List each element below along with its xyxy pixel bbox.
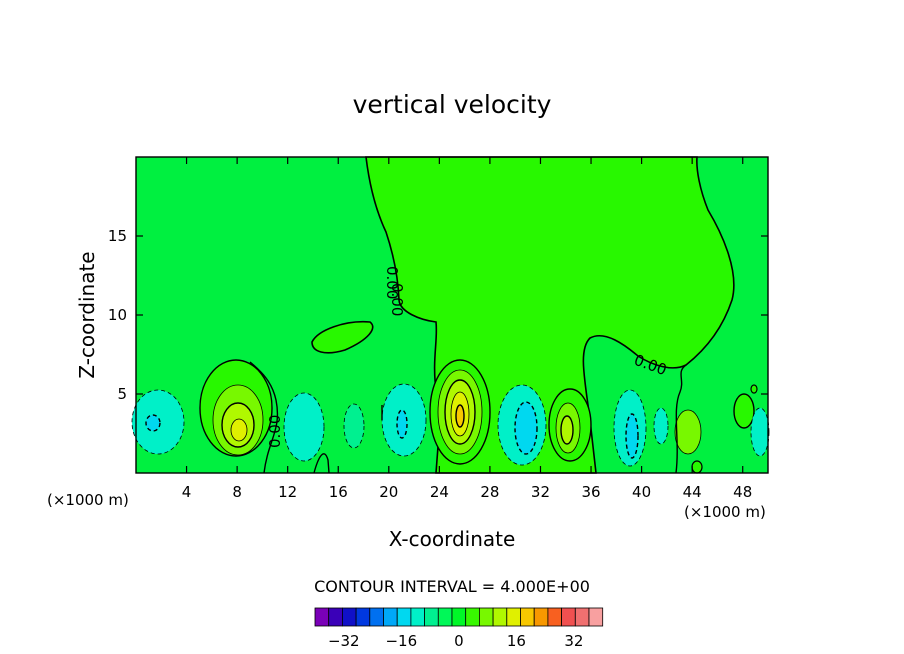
contour-label-1: 0.00 [383, 266, 401, 299]
colorbar-swatch [574, 607, 590, 627]
x-tick-label: 32 [531, 483, 550, 501]
x-tick-label: 40 [632, 483, 651, 501]
colorbar-swatch [341, 607, 357, 627]
updraft-cell-25km [429, 359, 491, 465]
colorbar-swatch [465, 607, 480, 627]
updraft-cell-8km [199, 359, 273, 457]
colorbar-swatch [492, 607, 508, 627]
contour-interval-text: CONTOUR INTERVAL = 4.000E+00 [314, 577, 590, 596]
x-axis-ticks: 4 8 12 16 20 24 28 32 36 40 44 48 [182, 157, 752, 501]
y-tick-label: 10 [108, 306, 127, 324]
colorbar-swatch [520, 607, 535, 627]
colorbar-swatch [547, 607, 563, 627]
colorbar [314, 607, 604, 627]
x-tick-label: 16 [329, 483, 348, 501]
x-tick-label: 12 [278, 483, 297, 501]
contour-label-2: 0.00 [388, 283, 406, 316]
small-positive-lobe [311, 320, 374, 354]
x-tick-label: 36 [581, 483, 600, 501]
updraft-cell-34km [548, 388, 592, 462]
colorbar-tick-label: −32 [328, 632, 360, 650]
x-tick-label: 44 [683, 483, 702, 501]
colorbar-tick-labels: −32 −16 0 16 32 [328, 632, 584, 650]
zero-contours [249, 361, 687, 474]
plot-area: 0.00 0.00 0.00 0.00 [131, 156, 770, 474]
colorbar-tick-label: 16 [507, 632, 526, 650]
colorbar-swatch [383, 607, 398, 627]
downdraft-cell-49km [750, 407, 770, 457]
downdraft-cell-41km [653, 407, 669, 445]
downdraft-cell-13km [283, 392, 325, 462]
x-axis-label: X-coordinate [389, 527, 516, 551]
x-tick-label: 24 [430, 483, 449, 501]
x-unit-right: (×1000 m) [684, 503, 766, 521]
x-tick-label: 4 [182, 483, 192, 501]
x-tick-label: 8 [232, 483, 242, 501]
chart-title: vertical velocity [353, 90, 552, 119]
colorbar-swatch [561, 607, 576, 627]
colorbar-swatch [424, 607, 439, 627]
y-tick-label: 15 [108, 227, 127, 245]
colorbar-swatch [328, 607, 343, 627]
y-axis-label: Z-coordinate [75, 251, 99, 378]
y-tick-label: 5 [117, 385, 127, 403]
downdraft-cell-20km [381, 383, 427, 457]
x-tick-label: 20 [379, 483, 398, 501]
colorbar-tick-label: −16 [385, 632, 417, 650]
x-unit-left: (×1000 m) [47, 491, 129, 509]
colorbar-swatch [533, 607, 549, 627]
y-axis-ticks: 5 10 15 [108, 227, 768, 403]
downdraft-cell-17km [343, 403, 365, 449]
colorbar-swatch [369, 607, 384, 627]
colorbar-swatch [314, 607, 330, 627]
colorbar-swatch [478, 607, 494, 627]
colorbar-swatch [588, 607, 604, 627]
colorbar-swatch [396, 607, 412, 627]
contour-label-4: 0.00 [266, 415, 284, 448]
colorbar-tick-label: 0 [454, 632, 464, 650]
colorbar-swatch [506, 607, 521, 627]
x-tick-label: 28 [480, 483, 499, 501]
colorbar-swatch [355, 607, 371, 627]
downdraft-cell-2km [131, 389, 185, 455]
colorbar-swatch [437, 607, 453, 627]
downdraft-cell-39km [613, 389, 647, 467]
colorbar-swatch [410, 607, 425, 627]
colorbar-tick-label: 32 [564, 632, 583, 650]
x-tick-label: 48 [733, 483, 752, 501]
updraft-cell-44km [674, 384, 758, 474]
downdraft-cell-30km [497, 384, 547, 466]
colorbar-swatch [451, 607, 467, 627]
